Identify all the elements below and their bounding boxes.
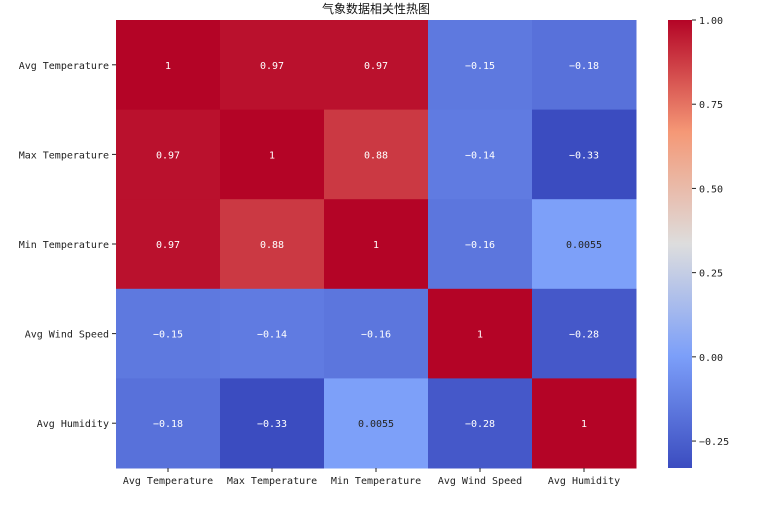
heatmap-cell	[324, 20, 429, 111]
x-tick-label: Avg Wind Speed	[438, 476, 522, 487]
colorbar-tick-label: 0.75	[699, 100, 723, 111]
x-tick-label: Avg Humidity	[548, 476, 620, 487]
heatmap-cell	[532, 378, 637, 469]
heatmap-cell	[428, 199, 533, 290]
chart-title: 气象数据相关性热图	[322, 1, 430, 16]
heatmap-cell	[324, 288, 429, 379]
cell-value-label: 0.97	[156, 150, 180, 161]
y-tick-label: Avg Temperature	[19, 61, 109, 72]
heatmap-cell	[532, 288, 637, 379]
heatmap-cell	[428, 378, 533, 469]
heatmap-cell	[116, 199, 221, 290]
heatmap-cells: 1 0.97 0.97 −0.15 −0.18 0.97 1 0.88 −0.14 −0.33 0.…	[116, 20, 637, 469]
heatmap-cell	[220, 20, 325, 111]
cell-value-label: −0.14	[257, 330, 287, 341]
heatmap-cell	[116, 288, 221, 379]
heatmap-cell	[220, 378, 325, 469]
cell-value-label: −0.28	[465, 419, 495, 430]
cell-value-label: −0.18	[153, 419, 183, 430]
heatmap-cell	[532, 199, 637, 290]
colorbar-ticks: −0.25 0.00 0.25 0.50 0.75 1.00	[692, 16, 729, 448]
colorbar-tick-label: 0.00	[699, 353, 723, 364]
cell-value-label: −0.28	[569, 330, 599, 341]
cell-value-label: 1	[581, 419, 587, 430]
y-tick-label: Min Temperature	[19, 240, 109, 251]
x-tick-label: Min Temperature	[331, 476, 421, 487]
y-tick-label: Avg Humidity	[37, 419, 109, 430]
heatmap-cell	[324, 199, 429, 290]
heatmap-cell	[220, 288, 325, 379]
cell-value-label: −0.14	[465, 150, 495, 161]
cell-value-label: 0.97	[364, 61, 388, 72]
cell-value-label: 0.88	[260, 240, 284, 251]
cell-value-label: 0.97	[156, 240, 180, 251]
y-tick-label: Avg Wind Speed	[25, 330, 109, 341]
heatmap-cell	[428, 288, 533, 379]
x-tick-label: Avg Temperature	[123, 476, 213, 487]
heatmap-cell	[220, 199, 325, 290]
colorbar-tick-label: 1.00	[699, 16, 723, 27]
cell-value-label: −0.33	[569, 150, 599, 161]
heatmap-cell	[532, 20, 637, 111]
cell-value-label: −0.33	[257, 419, 287, 430]
x-axis-tick-labels: Avg Temperature Max Temperature Min Temper…	[123, 468, 620, 487]
heatmap-cell	[220, 109, 325, 200]
heatmap-cell	[116, 378, 221, 469]
cell-value-label: 0.0055	[358, 419, 394, 430]
heatmap-cell	[428, 109, 533, 200]
cell-value-label: −0.15	[465, 61, 495, 72]
colorbar-tick-label: 0.25	[699, 269, 723, 280]
y-tick-label: Max Temperature	[19, 150, 109, 161]
colorbar-tick-label: 0.50	[699, 184, 723, 195]
cell-value-label: −0.16	[465, 240, 495, 251]
heatmap-cell	[116, 109, 221, 200]
colorbar	[668, 20, 692, 468]
cell-value-label: 1	[373, 240, 379, 251]
heatmap-cell	[116, 20, 221, 111]
cell-value-label: −0.18	[569, 61, 599, 72]
cell-value-label: 0.88	[364, 150, 388, 161]
colorbar-tick-label: −0.25	[699, 437, 729, 448]
x-tick-label: Max Temperature	[227, 476, 317, 487]
cell-value-label: 1	[165, 61, 171, 72]
cell-value-label: −0.16	[361, 330, 391, 341]
cell-value-label: 0.0055	[566, 240, 602, 251]
cell-value-label: 1	[477, 330, 483, 341]
cell-value-label: 0.97	[260, 61, 284, 72]
heatmap-cell	[324, 109, 429, 200]
heatmap-cell	[428, 20, 533, 111]
heatmap-cell	[324, 378, 429, 469]
y-axis-tick-labels: Avg Temperature Max Temperature Min Temper…	[19, 61, 116, 430]
cell-value-label: 1	[269, 150, 275, 161]
cell-value-label: −0.15	[153, 330, 183, 341]
heatmap-cell	[532, 109, 637, 200]
